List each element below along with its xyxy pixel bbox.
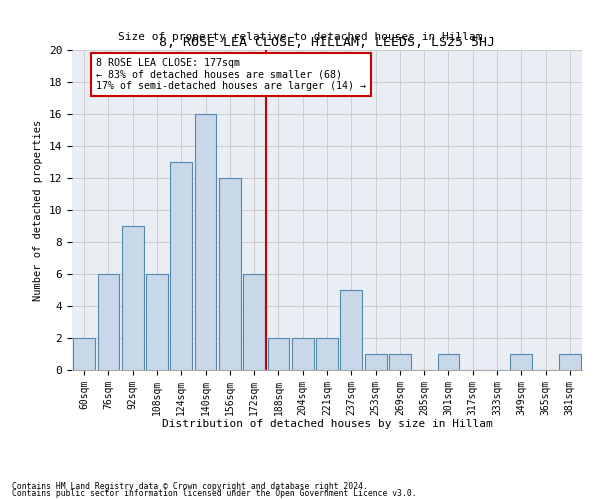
Bar <box>73 338 95 370</box>
Text: 8 ROSE LEA CLOSE: 177sqm
← 83% of detached houses are smaller (68)
17% of semi-d: 8 ROSE LEA CLOSE: 177sqm ← 83% of detach… <box>96 58 366 91</box>
X-axis label: Distribution of detached houses by size in Hillam: Distribution of detached houses by size … <box>161 419 493 429</box>
Text: Contains HM Land Registry data © Crown copyright and database right 2024.: Contains HM Land Registry data © Crown c… <box>12 482 368 491</box>
Bar <box>389 354 411 370</box>
Bar <box>316 338 338 370</box>
Bar <box>97 274 119 370</box>
Title: 8, ROSE LEA CLOSE, HILLAM, LEEDS, LS25 5HJ: 8, ROSE LEA CLOSE, HILLAM, LEEDS, LS25 5… <box>159 36 495 49</box>
Bar <box>292 338 314 370</box>
Bar <box>194 114 217 370</box>
Bar <box>146 274 168 370</box>
Bar <box>559 354 581 370</box>
Bar <box>511 354 532 370</box>
Bar <box>437 354 460 370</box>
Text: Contains public sector information licensed under the Open Government Licence v3: Contains public sector information licen… <box>12 489 416 498</box>
Bar <box>340 290 362 370</box>
Y-axis label: Number of detached properties: Number of detached properties <box>33 120 43 300</box>
Bar <box>122 226 143 370</box>
Bar <box>365 354 386 370</box>
Bar <box>268 338 289 370</box>
Text: Size of property relative to detached houses in Hillam: Size of property relative to detached ho… <box>118 32 482 42</box>
Bar <box>219 178 241 370</box>
Bar <box>243 274 265 370</box>
Bar <box>170 162 192 370</box>
